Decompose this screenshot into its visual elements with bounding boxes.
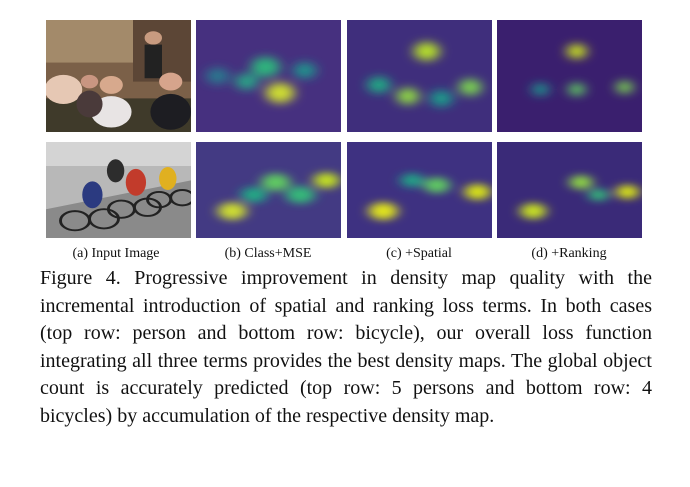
- density-blob-2: [313, 172, 340, 189]
- density-blob-0: [251, 56, 281, 78]
- density-map-ranking-persons: [497, 20, 642, 132]
- density-blob-1: [423, 177, 450, 193]
- density-blob-2: [615, 81, 634, 94]
- density-blob-2: [464, 184, 491, 200]
- density-blob-4: [206, 67, 230, 85]
- density-blob-2: [458, 79, 482, 96]
- density-blob-0: [413, 42, 440, 61]
- label-ranking: (d) +Ranking: [531, 246, 607, 261]
- input-image-persons: [46, 20, 191, 132]
- density-map-class-mse-persons: [196, 20, 341, 132]
- label-class-mse: (b) Class+MSE: [224, 246, 312, 261]
- density-background: [347, 20, 492, 132]
- density-blob-0: [368, 202, 398, 220]
- density-blob-1: [568, 83, 586, 96]
- density-blob-1: [569, 175, 593, 190]
- density-blob-3: [285, 186, 315, 204]
- density-map-spatial-bicycles: [347, 142, 492, 238]
- density-blob-0: [566, 44, 587, 59]
- label-input-image: (a) Input Image: [72, 246, 160, 261]
- density-blob-3: [367, 76, 391, 94]
- density-blob-3: [531, 83, 550, 96]
- density-background: [497, 20, 642, 132]
- density-map-ranking-bicycles: [497, 142, 642, 238]
- density-blob-1: [261, 173, 291, 191]
- density-map-class-mse-bicycles: [196, 142, 341, 238]
- figure-caption: Figure 4. Progressive improvement in den…: [40, 267, 652, 427]
- density-blob-2: [265, 82, 295, 103]
- density-blob-1: [235, 73, 259, 90]
- density-blob-0: [520, 203, 547, 219]
- density-blob-3: [293, 62, 317, 79]
- density-blob-4: [429, 90, 453, 107]
- label-spatial: (c) +Spatial: [386, 246, 452, 261]
- input-image-bicycles: [46, 142, 191, 238]
- density-background: [196, 142, 341, 238]
- density-blob-1: [396, 88, 420, 105]
- density-map-spatial-persons: [347, 20, 492, 132]
- density-blob-0: [217, 202, 247, 220]
- density-blob-2: [615, 185, 640, 199]
- density-blob-4: [240, 187, 268, 203]
- density-blob-3: [588, 188, 609, 201]
- density-blob-3: [400, 173, 424, 188]
